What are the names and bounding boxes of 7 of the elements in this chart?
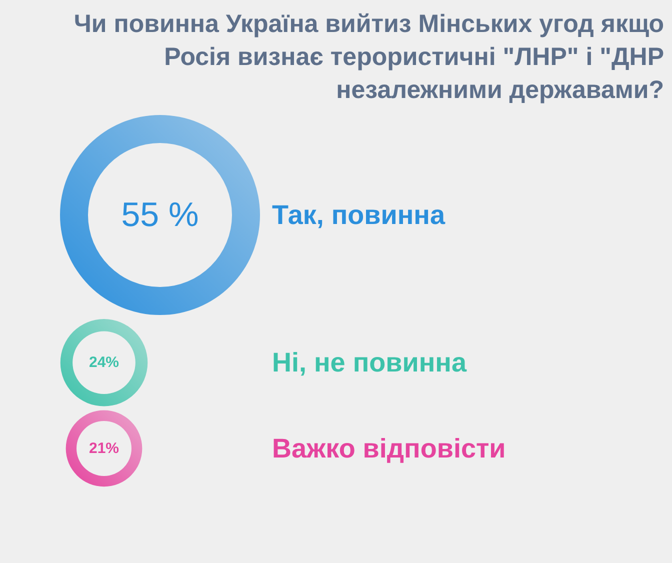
category-label: Важко відповісти — [272, 433, 506, 464]
data-label: 55 % — [121, 196, 199, 234]
category-label: Ні, не повинна — [272, 348, 468, 378]
data-label: 24% — [88, 354, 120, 372]
text: Чи повинна Україна вийтиз Мінських угод якщо Росія визнає терористичні "ЛНР" і "ДНР незалежними державами? — [74, 10, 664, 104]
category-label: Так, повинна — [272, 200, 446, 230]
data-label: 21% — [88, 440, 120, 457]
